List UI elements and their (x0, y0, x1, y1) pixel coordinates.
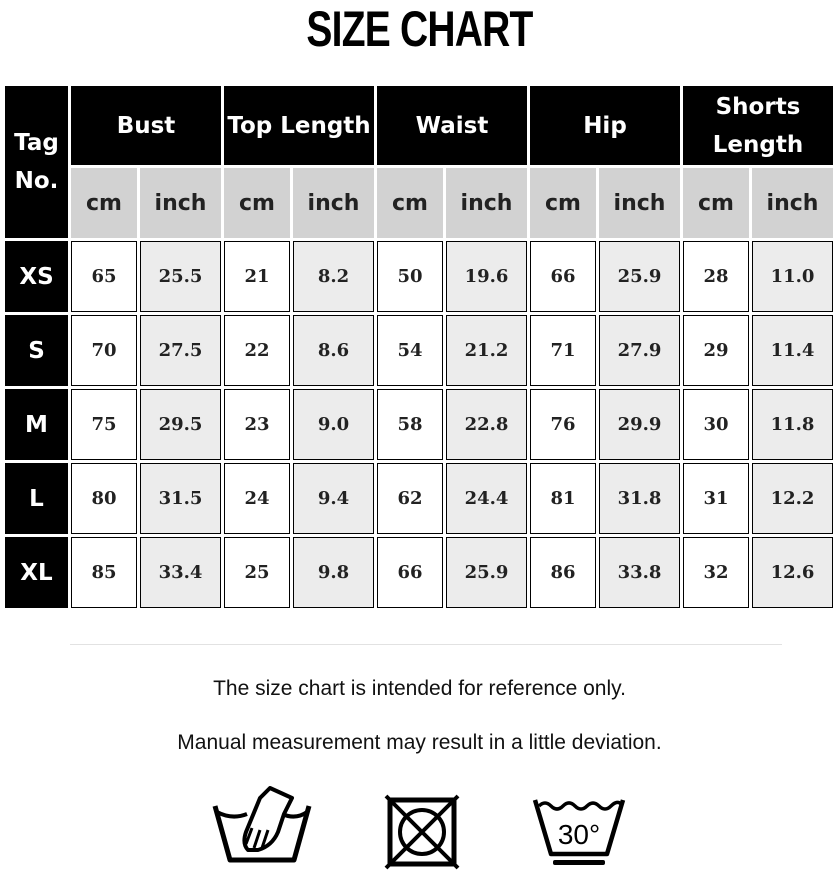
divider (70, 644, 782, 645)
size-tag: XS (5, 241, 68, 312)
table-cell: 25.5 (140, 241, 221, 312)
table-cell: 25.9 (446, 537, 527, 608)
table-cell: 8.2 (293, 241, 374, 312)
note-deviation: Manual measurement may result in a littl… (177, 731, 662, 754)
table-cell: 76 (530, 389, 596, 460)
table-cell: 25.9 (599, 241, 680, 312)
table-cell: 12.2 (752, 463, 833, 534)
unit-header-cm: cm (71, 168, 137, 238)
table-cell: 54 (377, 315, 443, 386)
unit-header-inch: inch (752, 168, 833, 238)
size-tag: S (5, 315, 68, 386)
table-cell: 66 (530, 241, 596, 312)
table-cell: 62 (377, 463, 443, 534)
size-tag: M (5, 389, 68, 460)
size-tag: L (5, 463, 68, 534)
table-cell: 86 (530, 537, 596, 608)
table-cell: 65 (71, 241, 137, 312)
hand-wash-icon (212, 786, 312, 863)
unit-header-cm: cm (530, 168, 596, 238)
table-cell: 12.6 (752, 537, 833, 608)
table-cell: 75 (71, 389, 137, 460)
table-cell: 9.4 (293, 463, 374, 534)
table-cell: 31.8 (599, 463, 680, 534)
table-cell: 85 (71, 537, 137, 608)
size-tag: XL (5, 537, 68, 608)
group-header-bust: Bust (71, 86, 221, 165)
table-cell: 28 (683, 241, 749, 312)
table-cell: 33.8 (599, 537, 680, 608)
wash-30-icon: 30° (532, 799, 626, 865)
table-cell: 31 (683, 463, 749, 534)
page-title: SIZE CHART (306, 1, 533, 57)
unit-header-inch: inch (140, 168, 221, 238)
table-cell: 22.8 (446, 389, 527, 460)
table-cell: 58 (377, 389, 443, 460)
table-cell: 9.0 (293, 389, 374, 460)
table-cell: 81 (530, 463, 596, 534)
table-cell: 22 (224, 315, 290, 386)
table-cell: 21.2 (446, 315, 527, 386)
table-cell: 9.8 (293, 537, 374, 608)
table-cell: 32 (683, 537, 749, 608)
table-cell: 11.4 (752, 315, 833, 386)
group-header-waist: Waist (377, 86, 527, 165)
unit-header-inch: inch (446, 168, 527, 238)
table-cell: 50 (377, 241, 443, 312)
table-cell: 23 (224, 389, 290, 460)
table-cell: 25 (224, 537, 290, 608)
do-not-tumble-dry-icon (384, 794, 460, 870)
table-cell: 8.6 (293, 315, 374, 386)
unit-header-inch: inch (599, 168, 680, 238)
wash-temperature-label: 30° (558, 819, 600, 850)
table-cell: 29.5 (140, 389, 221, 460)
group-header-top-length: Top Length (224, 86, 374, 165)
table-cell: 29.9 (599, 389, 680, 460)
table-cell: 80 (71, 463, 137, 534)
table-cell: 11.0 (752, 241, 833, 312)
table-cell: 21 (224, 241, 290, 312)
note-reference: The size chart is intended for reference… (213, 677, 626, 700)
table-cell: 29 (683, 315, 749, 386)
unit-header-cm: cm (224, 168, 290, 238)
table-cell: 24 (224, 463, 290, 534)
table-cell: 24.4 (446, 463, 527, 534)
table-cell: 71 (530, 315, 596, 386)
table-cell: 33.4 (140, 537, 221, 608)
table-cell: 27.5 (140, 315, 221, 386)
group-header-shorts-length: Shorts Length (683, 86, 833, 165)
unit-header-inch: inch (293, 168, 374, 238)
size-chart-table: Tag No. Bust cm inch Top Length cm inch Waist cm… (5, 86, 833, 608)
unit-header-cm: cm (377, 168, 443, 238)
group-header-hip: Hip (530, 86, 680, 165)
table-cell: 31.5 (140, 463, 221, 534)
table-cell: 27.9 (599, 315, 680, 386)
table-cell: 66 (377, 537, 443, 608)
table-cell: 30 (683, 389, 749, 460)
table-cell: 19.6 (446, 241, 527, 312)
tag-header: Tag No. (5, 86, 68, 238)
table-cell: 70 (71, 315, 137, 386)
unit-header-cm: cm (683, 168, 749, 238)
table-cell: 11.8 (752, 389, 833, 460)
